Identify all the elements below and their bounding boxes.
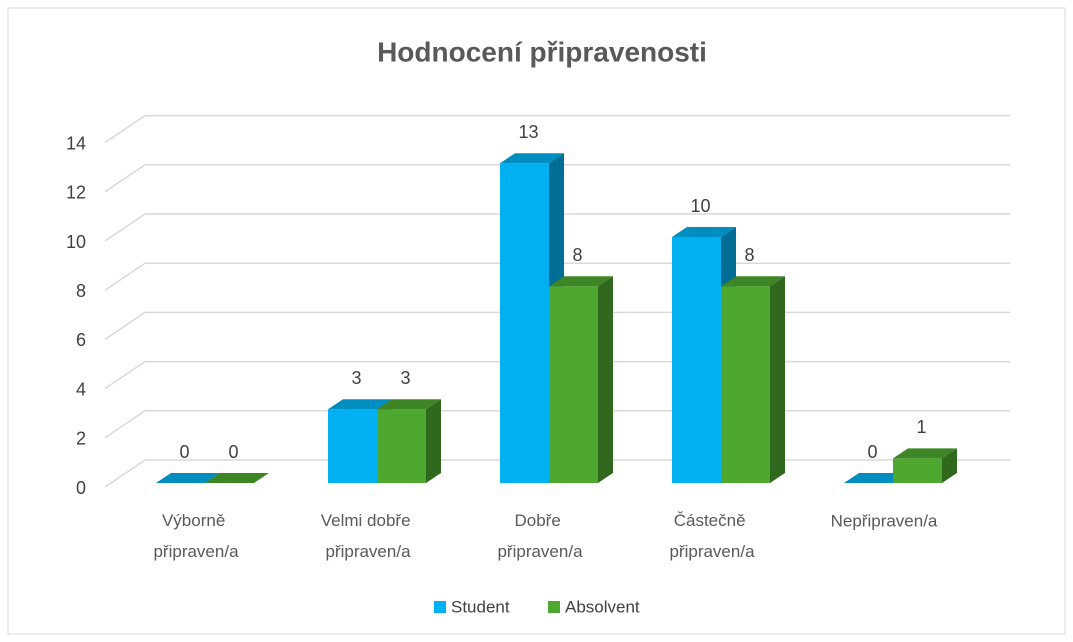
bar-front (328, 409, 377, 483)
chart-title: Hodnocení připravenosti (377, 36, 707, 67)
bar-front (721, 286, 770, 483)
grid-line (104, 164, 1010, 193)
value-label: 3 (400, 368, 410, 388)
bar-top (893, 448, 957, 459)
value-label: 8 (744, 245, 754, 265)
y-tick-label: 8 (76, 281, 86, 301)
value-label: 0 (228, 442, 238, 462)
value-label: 10 (690, 196, 710, 216)
bar-top (156, 473, 220, 483)
value-label: 0 (867, 442, 877, 462)
bar-side (770, 276, 785, 483)
value-label: 13 (518, 122, 538, 142)
x-tick-label: Velmi dobře připraven/a (321, 511, 416, 561)
grid-line (104, 114, 1010, 144)
grid-line (104, 213, 1010, 242)
value-label: 3 (351, 368, 361, 388)
y-tick-label: 10 (66, 232, 86, 252)
x-tick-label: Dobře připraven/a (497, 511, 583, 561)
bar-top (205, 473, 269, 483)
x-tick-label: Výborně připraven/a (153, 511, 239, 561)
x-tick-label: Částečně připraven/a (669, 511, 755, 561)
value-label: 0 (179, 442, 189, 462)
bar-side (598, 276, 613, 483)
legend-swatch (434, 601, 446, 613)
bar-top (500, 153, 564, 164)
y-tick-label: 6 (76, 330, 86, 350)
bar-front (500, 163, 549, 483)
bar-top (844, 473, 908, 483)
legend-swatch (548, 601, 560, 613)
bar-front (672, 237, 721, 483)
y-tick-label: 14 (66, 133, 86, 153)
y-tick-label: 0 (76, 478, 86, 498)
y-tick-label: 2 (76, 429, 86, 449)
x-tick-label: Nepřipraven/a (831, 511, 938, 530)
bar-top (377, 399, 441, 410)
bar-top (721, 276, 785, 287)
bar-top (328, 399, 392, 410)
y-tick-label: 12 (66, 183, 86, 203)
value-label: 8 (572, 245, 582, 265)
legend-label: Absolvent (565, 597, 640, 616)
legend-label: Student (451, 597, 510, 616)
bar-side (426, 399, 441, 483)
bar-front (893, 458, 942, 483)
bar-top (549, 276, 613, 287)
value-label: 1 (916, 417, 926, 437)
bar-top (672, 227, 736, 237)
y-tick-label: 4 (76, 379, 86, 399)
bar-side (942, 448, 957, 483)
bar-front (549, 286, 598, 483)
bar-front (377, 409, 426, 483)
